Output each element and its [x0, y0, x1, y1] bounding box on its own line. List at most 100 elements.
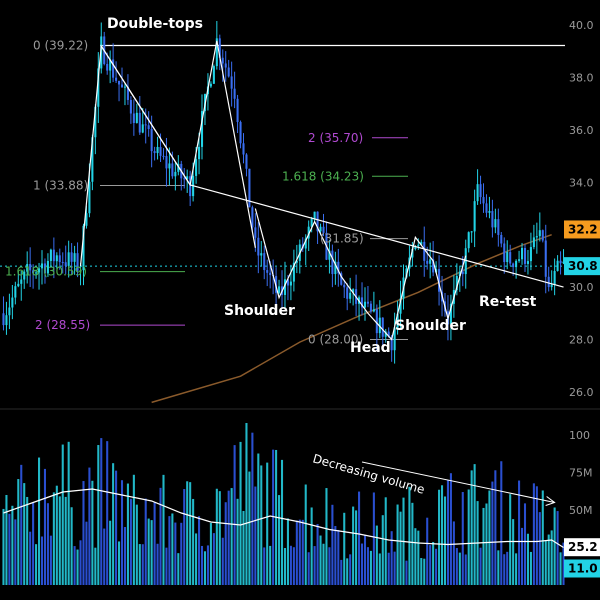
fib-level-label: 1.618 (30.59) — [5, 265, 87, 279]
candle-body — [40, 263, 44, 269]
candle-body — [8, 307, 11, 316]
price-tick-label: 40.0 — [569, 19, 594, 32]
volume-bar — [393, 551, 396, 585]
volume-bar — [553, 507, 556, 585]
candle-body — [494, 219, 497, 228]
volume-bar — [464, 554, 467, 585]
price-tick-label: 38.0 — [569, 72, 594, 85]
value-badge — [564, 220, 600, 239]
candle-body — [236, 98, 239, 122]
volume-bar — [352, 506, 355, 585]
volume-bar — [203, 551, 207, 585]
volume-bar — [35, 544, 38, 585]
volume-bar — [411, 502, 414, 585]
candle-body — [17, 283, 20, 287]
candle-body — [316, 211, 319, 232]
candle-body — [479, 184, 482, 198]
candle-body — [535, 236, 538, 238]
candle-body — [289, 281, 292, 286]
candle-body — [423, 241, 426, 261]
candle-body — [233, 88, 236, 99]
candle-body — [384, 331, 387, 337]
volume-bar — [272, 449, 275, 585]
candle-body — [32, 270, 35, 274]
fib-level-label: 0 (39.22) — [33, 39, 88, 53]
volume-bar — [183, 489, 186, 585]
volume-bar — [132, 474, 135, 585]
volume-bar — [123, 527, 127, 585]
candle-body — [340, 273, 343, 285]
candle-body — [46, 260, 49, 274]
volume-bar — [544, 541, 547, 585]
volume-bar — [8, 513, 11, 585]
candle-body — [168, 163, 171, 169]
candle-body — [150, 129, 153, 152]
volume-bar — [304, 484, 307, 585]
volume-bar — [467, 489, 470, 585]
volume-bar — [239, 441, 242, 585]
volume-bar — [40, 536, 44, 585]
candle-body — [195, 159, 198, 176]
candle-body — [470, 231, 473, 233]
candle-body — [209, 83, 212, 87]
value-badge-label: 32.2 — [568, 222, 598, 236]
volume-bar — [438, 489, 441, 585]
candle-body — [544, 240, 547, 277]
candle-body — [278, 286, 281, 293]
candle-body — [177, 163, 180, 172]
volume-bar — [390, 531, 393, 585]
volume-bar — [488, 490, 491, 585]
volume-bar — [103, 528, 106, 585]
volume-bar — [118, 541, 121, 585]
double-top-slope-line — [100, 45, 191, 186]
candle-body — [43, 263, 47, 274]
candle-body — [257, 237, 260, 256]
candle-body — [515, 260, 518, 268]
volume-bar — [43, 468, 47, 585]
candle-body — [260, 253, 263, 256]
volume-bar — [378, 553, 381, 585]
candle-body — [497, 219, 500, 235]
price-tick-label: 34.0 — [569, 176, 594, 189]
candle-body — [541, 230, 544, 241]
volume-bar — [337, 529, 340, 585]
candle-body — [352, 289, 355, 293]
volume-bar — [195, 533, 198, 585]
volume-bar — [94, 547, 97, 585]
volume-bar — [11, 505, 14, 585]
candle-body — [26, 264, 29, 272]
fib-level-label: (31.85) — [320, 232, 364, 246]
candle-body — [286, 279, 289, 286]
candle-body — [476, 184, 479, 202]
candle-body — [414, 246, 417, 250]
candle-body — [52, 249, 55, 262]
candle-body — [126, 86, 129, 100]
volume-bar — [375, 525, 378, 585]
candle-body — [559, 260, 562, 264]
candle-body — [242, 143, 245, 155]
volume-bar — [426, 517, 429, 585]
candle-body — [553, 271, 556, 285]
candle-body — [64, 262, 67, 266]
candle-body — [547, 276, 550, 288]
candle-body — [429, 259, 432, 264]
candle-body — [144, 124, 147, 126]
head-shoulders-pattern-line — [254, 208, 467, 341]
candle-body — [115, 77, 118, 81]
candle-body — [319, 226, 322, 232]
volume-bar — [515, 553, 518, 585]
volume-bar — [186, 481, 189, 585]
volume-bar — [547, 534, 550, 585]
moving-average-line — [151, 233, 552, 404]
volume-bar — [346, 558, 349, 585]
candle-body — [156, 146, 159, 154]
neckline-trendline — [190, 184, 564, 288]
candle-body — [399, 298, 402, 314]
volume-bar — [381, 515, 384, 585]
volume-bar — [245, 422, 248, 585]
candle-body — [198, 146, 201, 160]
volume-bar — [126, 483, 129, 585]
candle-body — [11, 297, 14, 308]
volume-bar — [452, 521, 455, 585]
candle-body — [263, 253, 266, 271]
